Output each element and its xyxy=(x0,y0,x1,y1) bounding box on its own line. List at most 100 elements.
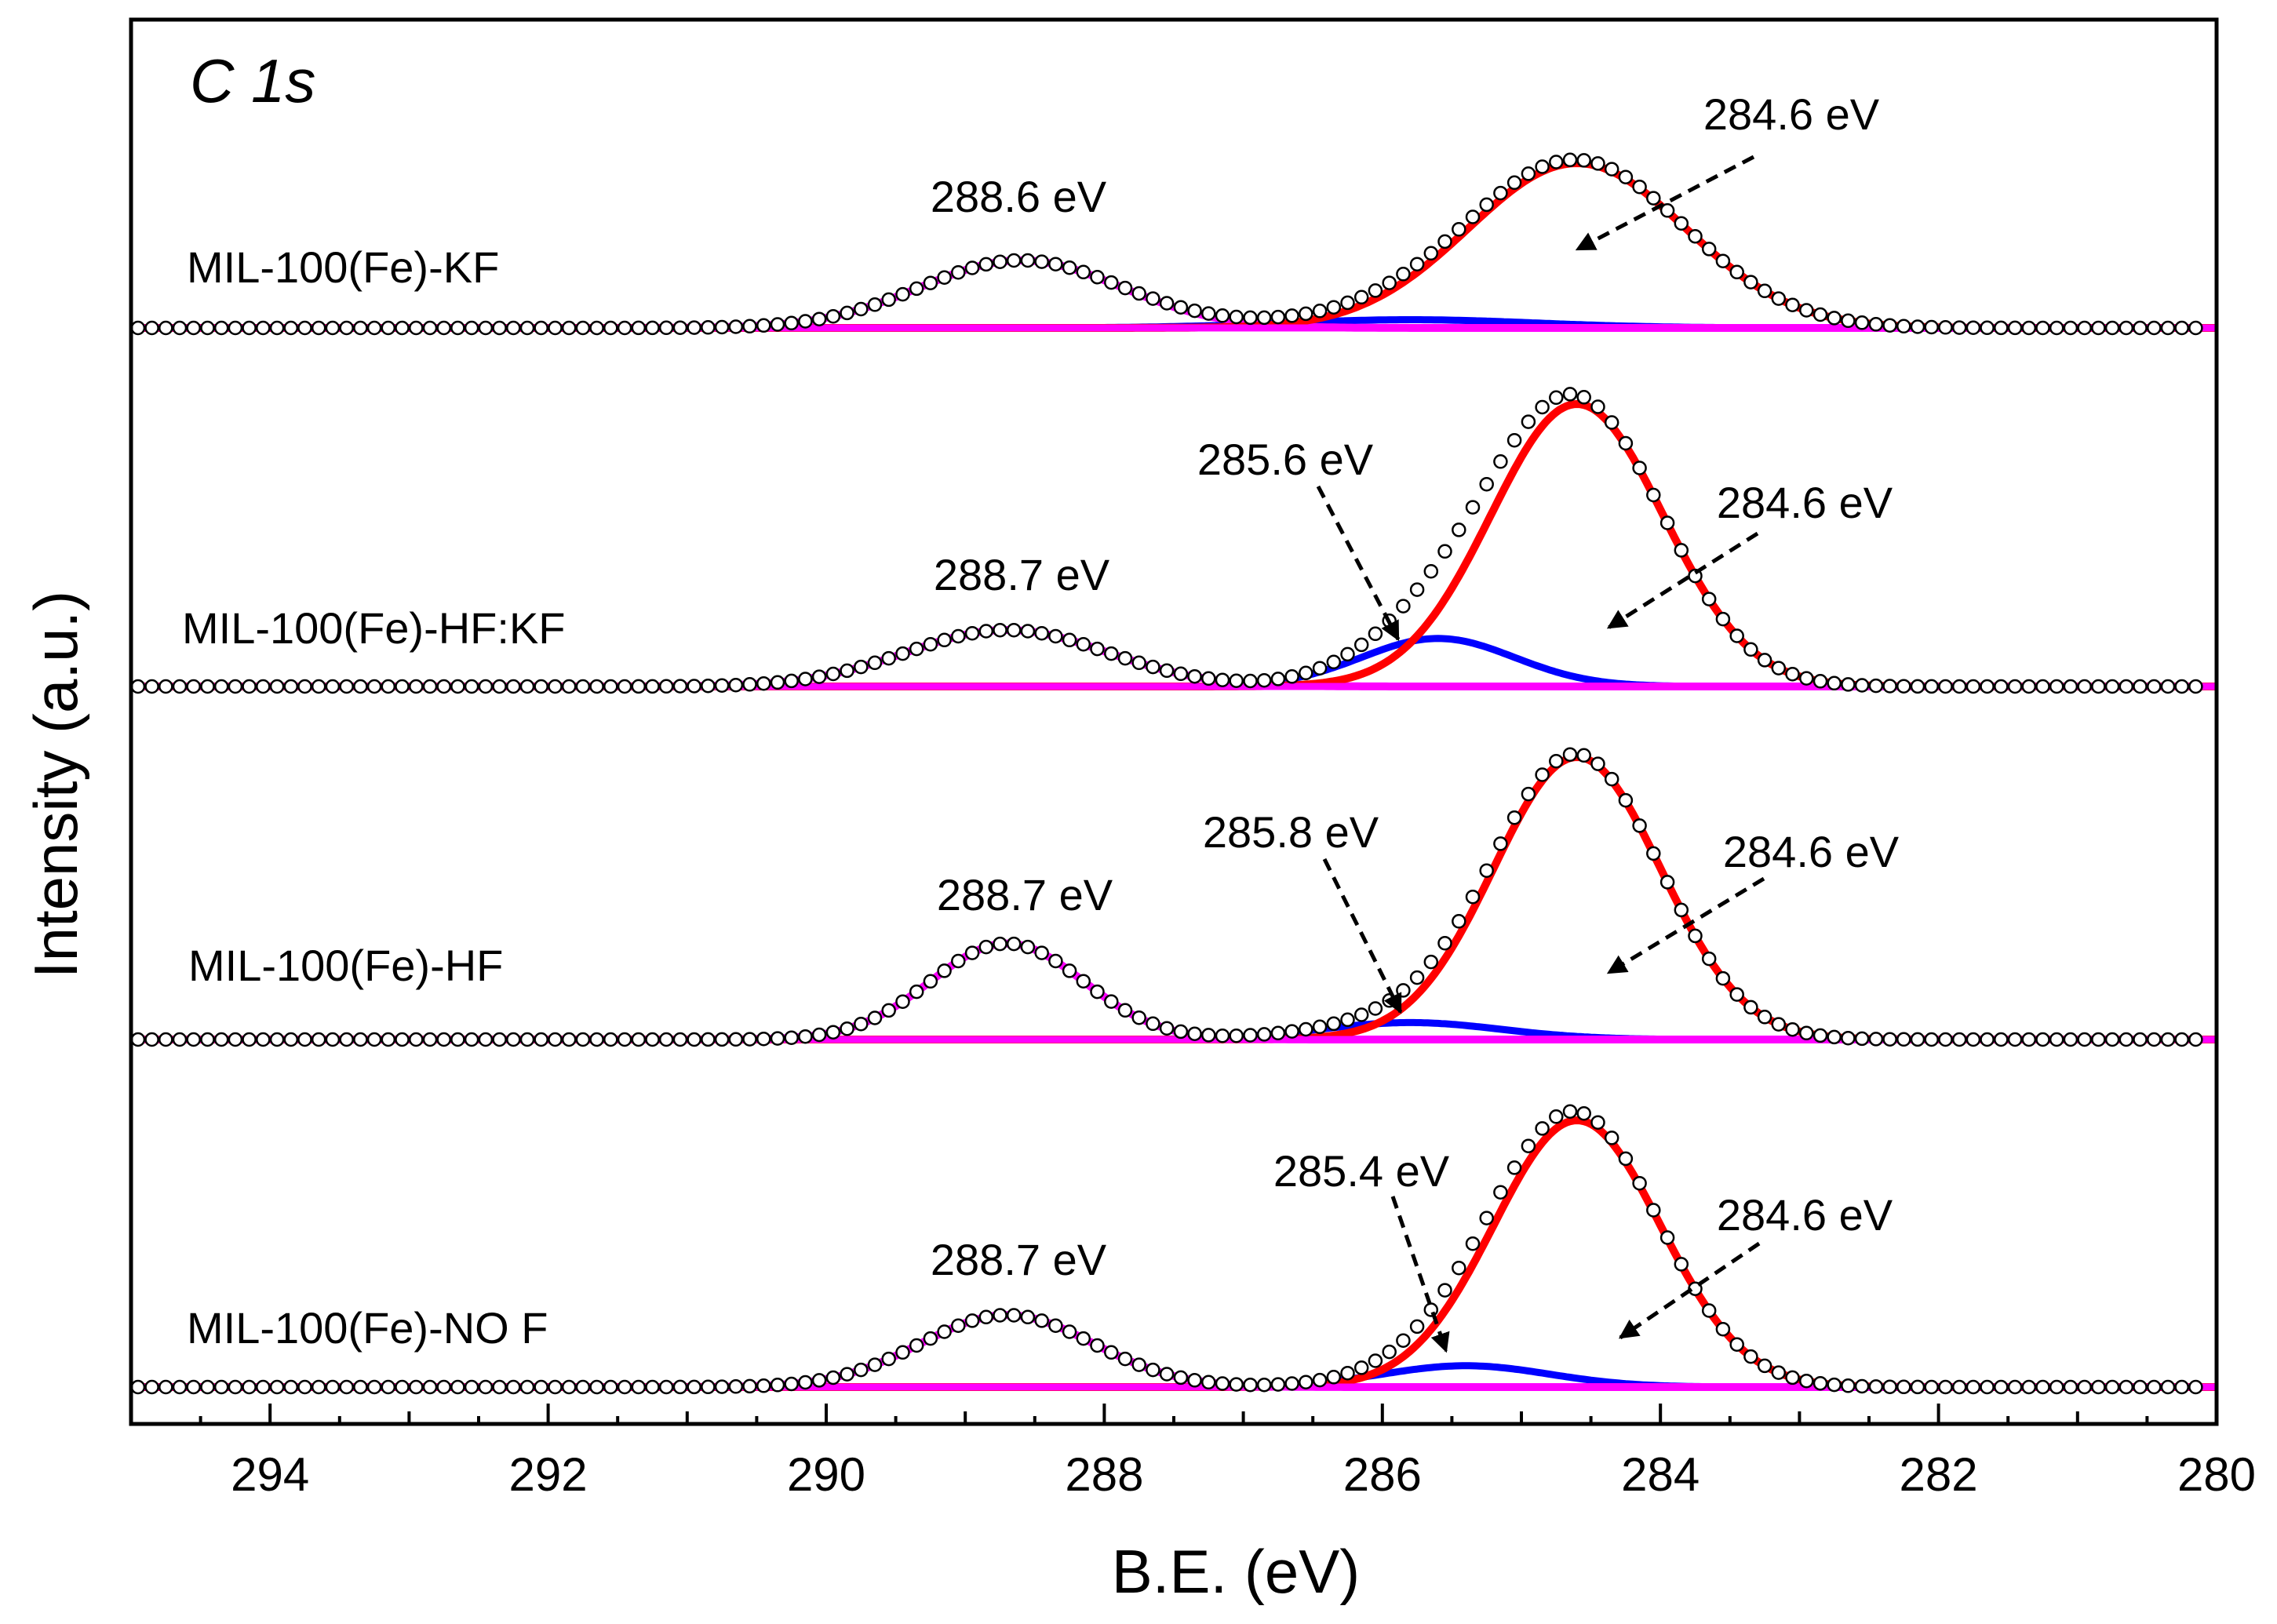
data-point xyxy=(1841,313,1856,329)
data-point xyxy=(256,1379,271,1395)
data-point xyxy=(770,1031,785,1046)
peak-label: 288.7 eV xyxy=(934,550,1110,599)
data-point xyxy=(1812,1375,1828,1391)
data-point xyxy=(2119,1379,2134,1395)
data-point xyxy=(1521,1138,1536,1153)
data-point xyxy=(840,663,854,679)
data-point xyxy=(1771,1365,1787,1380)
data-point xyxy=(422,1032,438,1047)
data-point xyxy=(1827,675,1842,691)
data-point xyxy=(1062,632,1077,648)
spectrum-3: MIL-100(Fe)-HF 288.7 eV 285.8 eV 284.6 eV xyxy=(130,747,2217,1047)
data-point xyxy=(1590,156,1605,171)
data-point xyxy=(728,319,744,334)
data-point xyxy=(1771,1017,1787,1032)
data-point xyxy=(144,1379,159,1395)
data-point xyxy=(1409,582,1425,597)
data-point xyxy=(561,1032,577,1047)
data-point xyxy=(1048,1318,1063,1333)
data-point xyxy=(2007,679,2023,694)
data-point xyxy=(200,320,215,336)
data-point xyxy=(478,1032,494,1047)
data-point xyxy=(1173,1370,1189,1385)
data-point xyxy=(1493,836,1508,851)
data-point xyxy=(283,1032,299,1047)
data-point xyxy=(603,320,618,336)
data-point xyxy=(1131,1357,1146,1372)
data-point xyxy=(1896,679,1911,694)
data-point xyxy=(1131,1010,1146,1025)
data-point xyxy=(1938,679,1953,694)
data-point xyxy=(756,318,771,333)
data-point xyxy=(2119,679,2134,694)
data-point xyxy=(1674,1257,1689,1272)
data-point xyxy=(603,1379,618,1395)
data-point xyxy=(395,320,410,336)
data-point xyxy=(519,1032,535,1047)
data-point xyxy=(534,679,548,694)
data-point xyxy=(1506,1160,1522,1175)
data-point xyxy=(964,260,980,275)
data-point xyxy=(1549,390,1564,406)
data-point xyxy=(1590,1115,1605,1130)
data-point xyxy=(2007,1379,2023,1395)
data-point xyxy=(311,320,326,336)
peak-label: 284.6 eV xyxy=(1723,827,1900,876)
data-point xyxy=(1785,1370,1800,1385)
data-point xyxy=(714,319,730,335)
data-point xyxy=(1396,983,1411,998)
data-point xyxy=(937,963,952,978)
data-point xyxy=(1048,953,1063,969)
data-point xyxy=(1604,415,1619,430)
data-point xyxy=(978,624,994,639)
data-point xyxy=(1743,275,1758,289)
data-point xyxy=(1159,296,1175,311)
data-point xyxy=(1674,902,1689,918)
data-point xyxy=(1729,628,1744,643)
data-point xyxy=(519,1379,535,1395)
data-point xyxy=(395,679,410,694)
data-point xyxy=(964,1313,980,1328)
data-point xyxy=(436,1032,451,1047)
data-point xyxy=(1215,308,1230,323)
data-point xyxy=(1062,260,1077,275)
sample-label: MIL-100(Fe)-NO F xyxy=(187,1303,548,1353)
peak-arrow xyxy=(1575,155,1755,252)
data-point xyxy=(964,625,980,641)
data-point xyxy=(1562,152,1578,168)
data-point xyxy=(1994,320,2009,336)
data-point xyxy=(2119,1032,2134,1047)
data-point xyxy=(228,1032,243,1047)
data-point xyxy=(213,320,229,336)
data-point xyxy=(1368,1353,1383,1368)
data-point xyxy=(603,1032,618,1047)
data-point xyxy=(1173,1024,1189,1040)
x-axis-title: B.E. (eV) xyxy=(1112,1537,1360,1606)
data-point xyxy=(811,311,827,326)
data-point xyxy=(256,679,271,694)
data-point xyxy=(1674,216,1689,231)
data-point xyxy=(1229,673,1244,688)
data-point xyxy=(2035,1032,2050,1047)
data-point xyxy=(256,1032,271,1047)
data-point xyxy=(1187,303,1202,319)
data-point xyxy=(2077,1032,2092,1047)
data-point xyxy=(1187,1026,1202,1041)
data-point xyxy=(993,254,1007,269)
data-point xyxy=(1868,678,1884,694)
data-point xyxy=(1173,666,1189,682)
data-point xyxy=(1146,291,1160,306)
data-point xyxy=(798,1375,813,1390)
data-point xyxy=(1353,289,1369,305)
data-point xyxy=(2049,1379,2064,1395)
data-point xyxy=(1340,1012,1355,1028)
data-point xyxy=(1868,1379,1884,1394)
data-point xyxy=(492,320,507,336)
data-point xyxy=(450,1032,465,1047)
peak-arrow xyxy=(1390,1196,1450,1353)
data-point xyxy=(1535,767,1550,782)
data-point xyxy=(158,1379,173,1395)
peak-label: 285.6 eV xyxy=(1197,435,1374,484)
data-point xyxy=(728,1379,744,1394)
